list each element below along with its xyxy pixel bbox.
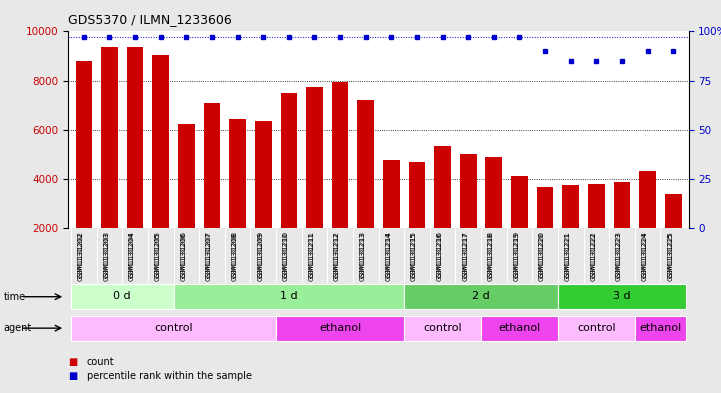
Text: GSM1131224: GSM1131224: [642, 231, 647, 277]
Text: count: count: [87, 358, 114, 367]
Bar: [71, 285, 174, 309]
Text: GSM1131205: GSM1131205: [155, 231, 161, 278]
Bar: [229, 119, 246, 277]
Text: 0 d: 0 d: [113, 291, 131, 301]
Text: GSM1131210: GSM1131210: [283, 231, 289, 278]
Bar: [280, 93, 297, 277]
Bar: [640, 171, 656, 277]
Text: GSM1131225: GSM1131225: [667, 232, 673, 281]
Bar: [511, 176, 528, 277]
Bar: [404, 316, 481, 340]
Text: GSM1131222: GSM1131222: [590, 232, 596, 281]
Bar: [485, 157, 502, 277]
Bar: [76, 61, 92, 277]
Text: GSM1131223: GSM1131223: [616, 232, 622, 281]
Text: GSM1131203: GSM1131203: [104, 231, 110, 278]
Bar: [404, 285, 558, 309]
Text: GSM1131206: GSM1131206: [180, 232, 186, 281]
Text: GSM1131213: GSM1131213: [360, 232, 366, 281]
Text: GSM1131203: GSM1131203: [104, 232, 110, 281]
Text: GSM1131214: GSM1131214: [385, 232, 392, 281]
Bar: [588, 184, 605, 277]
Bar: [409, 162, 425, 277]
Text: GSM1131220: GSM1131220: [539, 231, 545, 278]
Text: GSM1131224: GSM1131224: [642, 232, 647, 281]
Text: time: time: [4, 292, 26, 302]
Text: GSM1131219: GSM1131219: [513, 231, 519, 278]
Bar: [665, 193, 681, 277]
Text: GSM1131217: GSM1131217: [462, 231, 468, 278]
Text: GSM1131216: GSM1131216: [437, 231, 443, 278]
Text: GSM1131211: GSM1131211: [309, 231, 314, 278]
Text: GSM1131215: GSM1131215: [411, 231, 417, 278]
Text: 3 d: 3 d: [613, 291, 631, 301]
Text: GSM1131210: GSM1131210: [283, 232, 289, 281]
Text: GSM1131219: GSM1131219: [513, 232, 519, 281]
Bar: [255, 121, 272, 277]
Text: GSM1131215: GSM1131215: [411, 232, 417, 281]
Text: control: control: [423, 323, 462, 332]
Bar: [127, 48, 143, 277]
Text: GSM1131209: GSM1131209: [257, 232, 263, 281]
Text: GSM1131202: GSM1131202: [78, 232, 84, 281]
Text: GSM1131204: GSM1131204: [129, 231, 135, 278]
Text: percentile rank within the sample: percentile rank within the sample: [87, 371, 252, 381]
Text: control: control: [154, 323, 193, 332]
Bar: [434, 146, 451, 277]
Text: GSM1131220: GSM1131220: [539, 232, 545, 281]
Bar: [306, 87, 323, 277]
Bar: [332, 82, 348, 277]
Text: GSM1131214: GSM1131214: [385, 231, 392, 278]
Text: 2 d: 2 d: [472, 291, 490, 301]
Bar: [481, 316, 558, 340]
Text: GDS5370 / ILMN_1233606: GDS5370 / ILMN_1233606: [68, 13, 232, 26]
Text: ethanol: ethanol: [640, 323, 681, 332]
Text: agent: agent: [4, 323, 32, 333]
Text: GSM1131217: GSM1131217: [462, 232, 468, 281]
Text: GSM1131208: GSM1131208: [231, 231, 238, 278]
Text: ■: ■: [68, 358, 78, 367]
Bar: [101, 48, 118, 277]
Text: GSM1131216: GSM1131216: [437, 232, 443, 281]
Text: GSM1131207: GSM1131207: [206, 231, 212, 278]
Text: ■: ■: [68, 371, 78, 381]
Bar: [558, 285, 686, 309]
Bar: [536, 187, 554, 277]
Text: GSM1131218: GSM1131218: [488, 232, 494, 281]
Text: GSM1131206: GSM1131206: [180, 231, 186, 278]
Text: GSM1131211: GSM1131211: [309, 232, 314, 281]
Text: GSM1131225: GSM1131225: [667, 231, 673, 277]
Text: GSM1131213: GSM1131213: [360, 231, 366, 278]
Text: GSM1131222: GSM1131222: [590, 231, 596, 277]
Text: GSM1131205: GSM1131205: [155, 232, 161, 281]
Text: GSM1131218: GSM1131218: [488, 231, 494, 278]
Bar: [562, 185, 579, 277]
Bar: [460, 154, 477, 277]
Bar: [276, 316, 404, 340]
Text: 1 d: 1 d: [280, 291, 298, 301]
Text: GSM1131212: GSM1131212: [334, 231, 340, 278]
Text: GSM1131208: GSM1131208: [231, 232, 238, 281]
Text: GSM1131209: GSM1131209: [257, 231, 263, 278]
Text: GSM1131204: GSM1131204: [129, 232, 135, 281]
Text: GSM1131212: GSM1131212: [334, 232, 340, 281]
Text: GSM1131202: GSM1131202: [78, 231, 84, 278]
Text: ethanol: ethanol: [319, 323, 361, 332]
Text: GSM1131221: GSM1131221: [565, 232, 571, 281]
Text: ethanol: ethanol: [498, 323, 541, 332]
Bar: [358, 100, 374, 277]
Bar: [614, 182, 630, 277]
Bar: [174, 285, 404, 309]
Bar: [178, 123, 195, 277]
Bar: [152, 55, 169, 277]
Text: control: control: [577, 323, 616, 332]
Text: GSM1131223: GSM1131223: [616, 231, 622, 278]
Bar: [634, 316, 686, 340]
Bar: [203, 103, 221, 277]
Bar: [383, 160, 399, 277]
Bar: [558, 316, 634, 340]
Text: GSM1131207: GSM1131207: [206, 232, 212, 281]
Bar: [71, 316, 276, 340]
Text: GSM1131221: GSM1131221: [565, 231, 571, 278]
